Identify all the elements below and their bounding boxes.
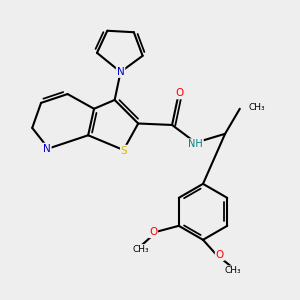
Text: NH: NH	[188, 139, 203, 149]
Text: O: O	[216, 250, 224, 260]
Text: CH₃: CH₃	[132, 245, 149, 254]
Text: N: N	[117, 67, 124, 77]
Text: N: N	[43, 143, 51, 154]
Text: CH₃: CH₃	[249, 103, 265, 112]
Text: CH₃: CH₃	[224, 266, 241, 275]
Text: O: O	[175, 88, 184, 98]
Text: O: O	[149, 227, 157, 237]
Text: S: S	[121, 146, 128, 156]
